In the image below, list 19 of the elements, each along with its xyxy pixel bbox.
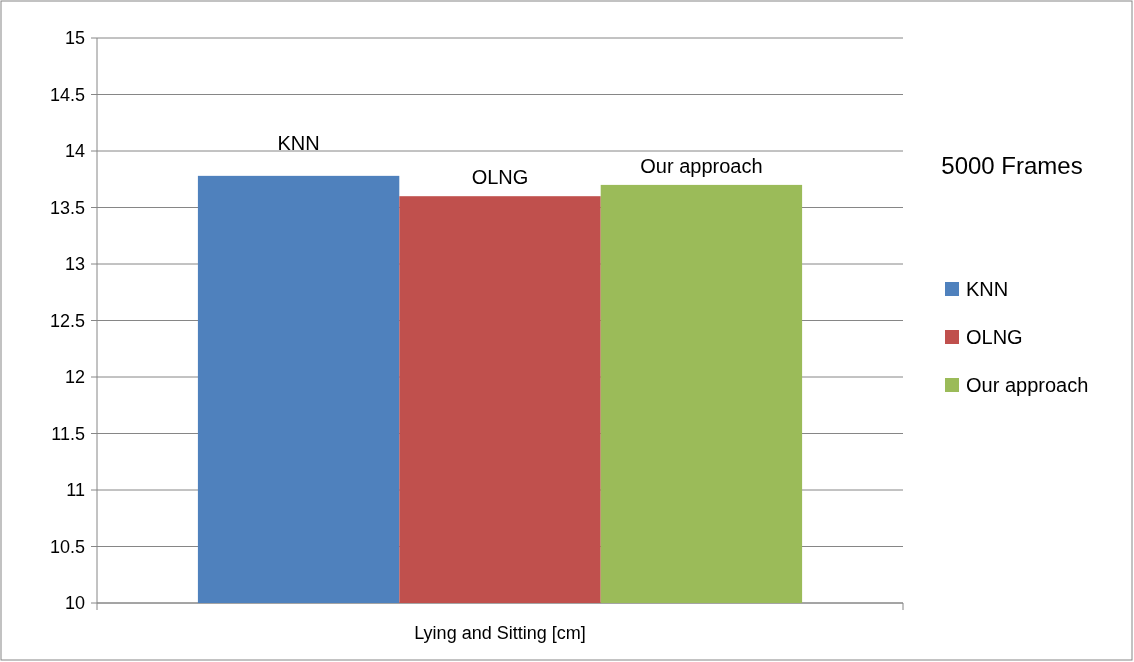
x-tick-label: Lying and Sitting [cm] [414, 623, 586, 643]
y-tick-label: 12.5 [49, 310, 85, 331]
text: 5000 Frames [941, 152, 1083, 180]
y-tick-label: 10.5 [49, 536, 85, 557]
y-tick-label: 13.5 [49, 197, 85, 218]
y-tick-label: 11.5 [51, 423, 85, 444]
y-tick-label: 13 [64, 254, 85, 275]
legend-label: Our approach [966, 374, 1089, 396]
text: OLNG [471, 166, 529, 189]
y-tick-label: 11 [66, 480, 85, 501]
y-tick-label: 10 [64, 593, 85, 614]
text: KNN [277, 131, 320, 154]
text: Our approach [640, 154, 763, 177]
y-tick-label: 12 [64, 367, 85, 388]
legend-label: KNN [966, 278, 1009, 300]
y-tick-label: 14 [64, 141, 85, 162]
legend-label: OLNG [966, 326, 1023, 348]
y-tick-label: 14.5 [49, 84, 85, 105]
y-tick-label: 15 [64, 28, 85, 49]
